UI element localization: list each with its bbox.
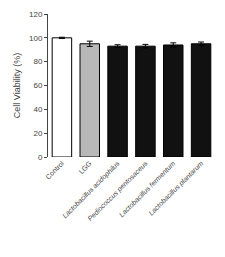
svg-text:120: 120 — [29, 10, 43, 19]
svg-text:Pediococcus pentosaceus: Pediococcus pentosaceus — [86, 159, 150, 223]
svg-text:80: 80 — [33, 57, 42, 66]
svg-text:0: 0 — [38, 153, 43, 162]
svg-text:Lactobacillus plantarum: Lactobacillus plantarum — [147, 160, 205, 218]
svg-text:Cell Viability (%): Cell Viability (%) — [12, 53, 22, 118]
svg-text:Lactobacillus fermentum: Lactobacillus fermentum — [118, 160, 177, 219]
svg-text:Control: Control — [44, 159, 65, 180]
svg-text:60: 60 — [33, 81, 42, 90]
svg-text:Lactobacillus acidophilus: Lactobacillus acidophilus — [61, 159, 122, 220]
svg-text:LGG: LGG — [78, 160, 93, 175]
svg-text:20: 20 — [33, 129, 42, 138]
svg-text:100: 100 — [29, 34, 43, 43]
svg-text:40: 40 — [33, 105, 42, 114]
